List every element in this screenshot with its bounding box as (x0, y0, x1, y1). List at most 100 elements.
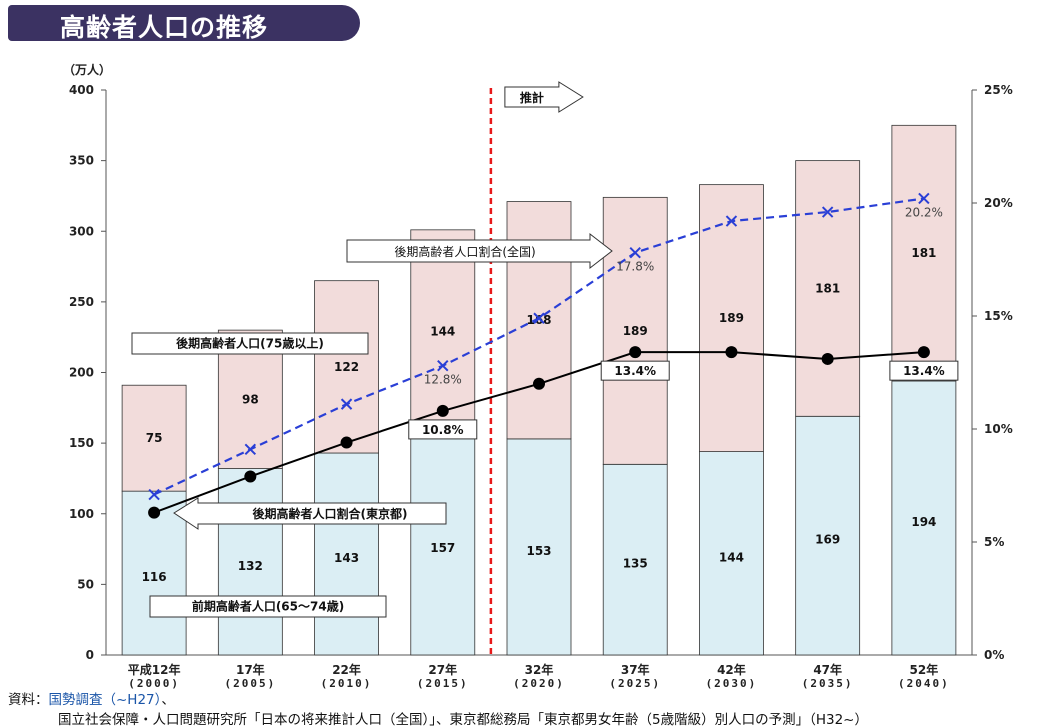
bar-late-value: 122 (334, 360, 359, 374)
y-tick-label: 150 (69, 436, 94, 450)
national-ratio-point (629, 247, 641, 259)
tokyo-ratio-point (340, 436, 353, 449)
y2-tick-label: 0% (984, 648, 1004, 662)
y-tick-label: 400 (69, 83, 94, 97)
x-tick-label: 27年 (428, 662, 457, 677)
source-line-1: 資料：国勢調査（~H27）、 (8, 688, 175, 708)
bar-early-value: 169 (815, 533, 840, 547)
y2-tick-label: 10% (984, 422, 1013, 436)
tokyo-value-label-box (889, 360, 959, 381)
bar-late-value: 168 (526, 313, 551, 327)
national-ratio-point (725, 215, 738, 227)
tokyo-ratio-point (629, 346, 642, 359)
x-tick-sublabel: (2035) (802, 677, 854, 690)
y-tick-label: 350 (69, 154, 94, 168)
legend-late-elderly: 後期高齢者人口(75歳以上) (176, 336, 324, 351)
source-census: 国勢調査 (48, 692, 103, 708)
bar-late-elderly (602, 196, 668, 465)
national-value-label: 17.8% (616, 260, 654, 274)
bar-early-elderly (217, 468, 283, 656)
x-tick-label: 平成12年 (128, 662, 181, 677)
tokyo-value-label: 10.8% (422, 423, 464, 437)
projection-label: 推計 (520, 90, 544, 105)
tokyo-ratio-point (917, 346, 930, 359)
bar-late-elderly (795, 160, 861, 417)
bar-late-value: 181 (911, 246, 936, 260)
national-value-label: 20.2% (905, 205, 943, 219)
bar-early-elderly (891, 380, 957, 656)
source-line-2: 国立社会保障・人口問題研究所「日本の将来推計人口（全国）」、東京都総務局「東京都… (58, 712, 868, 728)
x-tick-sublabel: (2005) (224, 677, 276, 690)
bar-early-value: 144 (719, 550, 744, 564)
bar-early-value: 116 (142, 570, 167, 584)
national-ratio-point (821, 206, 834, 218)
tokyo-ratio-point (533, 377, 545, 390)
legend-late-elderly-box (131, 332, 369, 355)
x-tick-label: 32年 (525, 662, 554, 677)
x-tick-label: 17年 (236, 662, 265, 677)
y2-tick-label: 25% (984, 83, 1013, 97)
bar-late-value: 98 (242, 392, 259, 406)
bar-early-value: 194 (911, 515, 936, 529)
x-tick-sublabel: (2015) (417, 677, 469, 690)
national-ratio-point (340, 398, 353, 410)
bar-late-value: 189 (719, 311, 744, 325)
y-axis-unit: （万人） (63, 62, 111, 77)
title-bar: 高齢者人口の推移 (8, 5, 360, 42)
y-tick-label: 100 (69, 507, 94, 521)
x-tick-label: 37年 (621, 662, 650, 677)
projection-arrow (504, 81, 584, 113)
y2-tick-label: 20% (984, 196, 1013, 210)
x-tick-sublabel: (2000) (128, 677, 180, 690)
bar-early-elderly (602, 463, 668, 656)
y-tick-label: 0 (86, 648, 94, 662)
national-ratio-point (918, 192, 930, 205)
tokyo-ratio-point (244, 470, 257, 483)
x-tick-sublabel: (2025) (609, 677, 661, 690)
national-ratio-point (437, 360, 449, 372)
national-value-label: 12.8% (424, 373, 462, 387)
tokyo-value-label-box (600, 360, 670, 381)
bar-late-elderly (314, 280, 379, 454)
national-ratio-point (533, 312, 545, 324)
x-tick-label: 42年 (717, 662, 746, 677)
bar-early-value: 132 (238, 559, 263, 573)
bar-late-value: 189 (623, 324, 648, 338)
national-ratio-point (244, 443, 257, 456)
y-tick-label: 250 (69, 295, 94, 309)
source-line-1-tail: 、 (161, 692, 175, 708)
tokyo-ratio-point (436, 404, 449, 417)
x-tick-label: 47年 (813, 662, 842, 677)
page-title: 高齢者人口の推移 (60, 13, 269, 42)
bar-early-value: 157 (430, 541, 455, 555)
source-census-range: （~H27） (102, 692, 162, 708)
tokyo-ratio-point (821, 352, 834, 365)
bar-early-value: 153 (526, 544, 551, 558)
tokyo-value-label: 13.4% (614, 364, 656, 378)
bar-early-value: 143 (334, 551, 359, 565)
x-tick-sublabel: (2010) (321, 677, 373, 690)
bar-early-elderly (410, 432, 476, 656)
legend-early-elderly: 前期高齢者人口(65～74歳) (192, 599, 344, 614)
x-tick-sublabel: (2040) (898, 677, 950, 690)
callout-tokyo-box (173, 497, 447, 530)
callout-tokyo: 後期高齢者人口割合(東京都) (253, 506, 408, 521)
x-tick-label: 52年 (910, 662, 939, 677)
bar-late-value: 75 (146, 431, 163, 445)
national-ratio-point (148, 488, 160, 501)
bar-early-value: 135 (623, 557, 648, 571)
bar-early-elderly (699, 451, 764, 656)
bar-late-elderly (121, 384, 187, 492)
x-tick-sublabel: (2020) (513, 677, 565, 690)
y-tick-label: 200 (69, 366, 94, 380)
tokyo-ratio-point (148, 506, 161, 519)
y2-tick-label: 5% (984, 535, 1004, 549)
bar-late-elderly (891, 124, 957, 382)
y2-tick-label: 15% (984, 309, 1013, 323)
bar-late-value: 181 (815, 281, 840, 295)
legend-early-elderly-box (149, 595, 387, 618)
bar-early-elderly (795, 415, 861, 656)
y-tick-label: 300 (69, 224, 94, 238)
bar-late-value: 144 (430, 325, 455, 339)
